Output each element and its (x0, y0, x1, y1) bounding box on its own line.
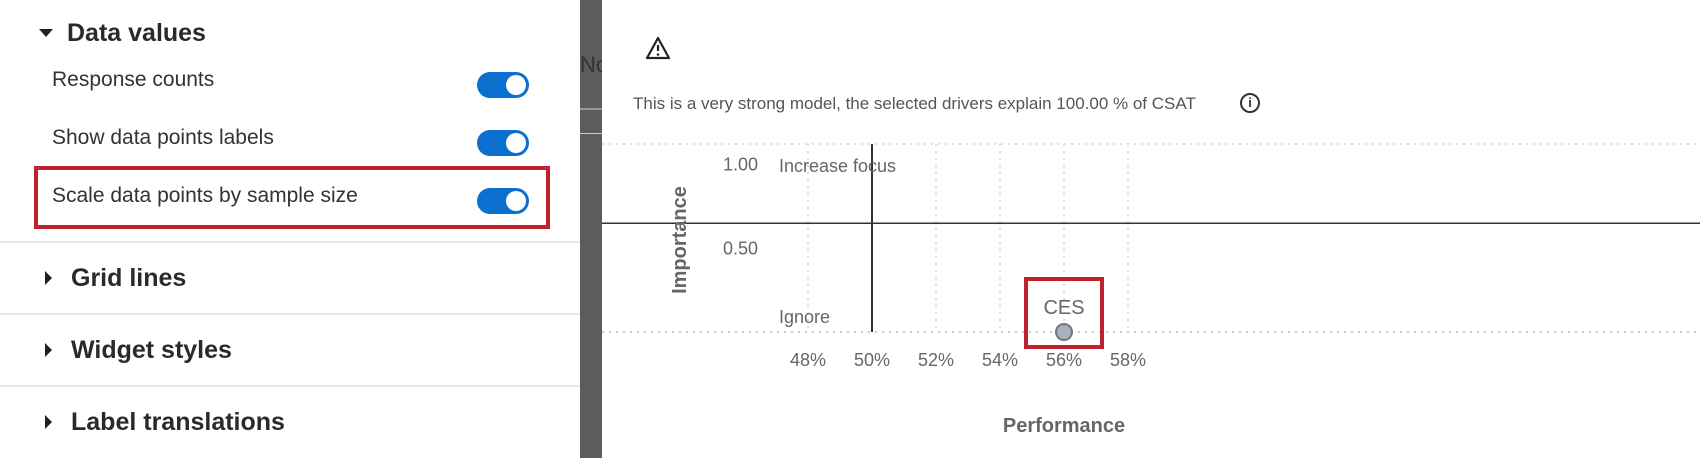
chevron-right-icon (45, 271, 52, 285)
y-tick-label: 0.50 (723, 238, 758, 258)
section-label-translations[interactable]: Label translations (0, 389, 580, 455)
option-response-counts: Response counts (52, 62, 532, 102)
section-widget-styles[interactable]: Widget styles (0, 317, 580, 383)
section-data-values[interactable]: Data values (0, 0, 580, 66)
divider (0, 385, 580, 387)
scale-data-points-toggle[interactable] (477, 188, 529, 214)
axis-ticks: 48% 50% 52% 54% 56% 58% 1.00 0.50 (723, 155, 1146, 370)
toggle-knob (506, 191, 526, 211)
grid-lines (602, 143, 1700, 333)
settings-panel: Data values Response counts Show data po… (0, 0, 580, 458)
peek-line (580, 133, 602, 134)
x-tick-label: 50% (854, 350, 890, 370)
x-tick-label: 48% (790, 350, 826, 370)
x-axis-title: Performance (1003, 415, 1125, 437)
section-title: Label translations (71, 407, 285, 436)
highlight-box (34, 166, 550, 229)
toggle-knob (506, 75, 526, 95)
quadrant-label: Ignore (779, 307, 830, 327)
divider (0, 241, 580, 243)
option-show-data-point-labels: Show data points labels (52, 120, 532, 160)
option-label: Show data points labels (52, 126, 274, 149)
highlight-box (1024, 277, 1104, 349)
x-tick-label: 52% (918, 350, 954, 370)
data-points: CES (1024, 277, 1104, 349)
warning-icon[interactable] (645, 36, 671, 60)
info-icon[interactable]: i (1240, 93, 1260, 113)
section-title: Widget styles (71, 335, 232, 364)
toggle-knob (506, 133, 526, 153)
y-axis-title: Importance (669, 186, 691, 294)
y-tick-label: 1.00 (723, 155, 758, 175)
divider (0, 313, 580, 315)
data-point[interactable] (1055, 323, 1073, 341)
model-strength-text: This is a very strong model, the selecte… (633, 94, 1196, 113)
x-tick-label: 54% (982, 350, 1018, 370)
section-grid-lines[interactable]: Grid lines (0, 245, 580, 311)
key-driver-chart: 48% 50% 52% 54% 56% 58% 1.00 0.50 Increase focu… (602, 143, 1700, 437)
panel-separator[interactable]: No (580, 0, 608, 458)
option-label: Response counts (52, 68, 215, 91)
section-title: Grid lines (71, 263, 187, 292)
chevron-down-icon (39, 29, 53, 37)
chevron-right-icon (45, 415, 52, 429)
quadrant-label: Increase focus (779, 156, 896, 176)
option-scale-data-points: Scale data points by sample size (52, 178, 532, 218)
x-tick-label: 56% (1046, 350, 1082, 370)
widget-preview (602, 0, 1700, 458)
option-label: Scale data points by sample size (52, 184, 358, 207)
x-tick-label: 58% (1110, 350, 1146, 370)
peek-line (580, 108, 602, 110)
chevron-right-icon (45, 343, 52, 357)
section-title: Data values (67, 18, 206, 47)
response-counts-toggle[interactable] (477, 72, 529, 98)
show-data-point-labels-toggle[interactable] (477, 130, 529, 156)
data-point-label: CES (1043, 297, 1084, 319)
